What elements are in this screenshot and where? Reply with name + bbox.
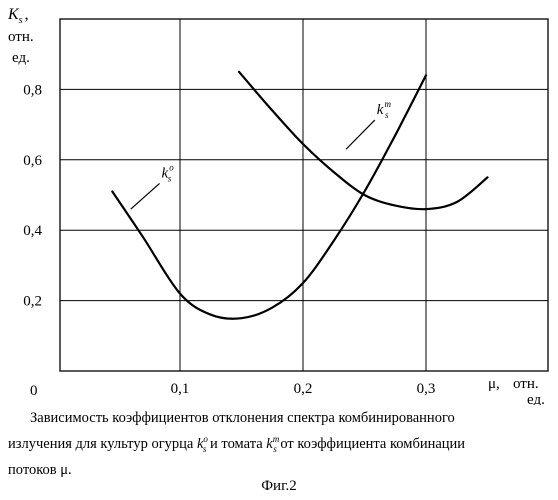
grid (60, 19, 548, 371)
y-axis-subscript: s (19, 15, 23, 26)
caption-k-m: kms (266, 436, 276, 452)
caption-text-2b: и томата (210, 436, 263, 452)
series-leader-tomato (346, 120, 375, 149)
y-tick-label: 0,2 (23, 294, 42, 310)
chart: kos kms 0,1 0,2 0,3 0,2 0,4 0,6 0,8 Ks, отн. ед… (0, 0, 558, 405)
y-tick-label: 0,4 (23, 223, 42, 239)
caption-line-1: Зависимость коэффициентов отклонения спе… (0, 408, 558, 429)
y-axis-unit-1: отн. (8, 29, 34, 45)
series-line-tomato (239, 72, 488, 209)
y-axis-title: Ks, (7, 6, 29, 26)
caption-line-2: излучения для культур огурца kos и томат… (0, 429, 558, 460)
caption-text-2c: от коэффициента комбинации (280, 436, 465, 452)
figure-caption: Зависимость коэффициентов отклонения спе… (0, 408, 558, 481)
x-axis-symbol: μ, (488, 376, 500, 392)
y-axis-suffix: , (25, 6, 29, 23)
origin-label: 0 (30, 383, 38, 399)
x-axis-unit-2: ед. (527, 392, 545, 405)
x-tick-label: 0,1 (171, 381, 190, 397)
x-tick-label: 0,3 (417, 381, 436, 397)
tick-labels: 0,1 0,2 0,3 0,2 0,4 0,6 0,8 (23, 82, 435, 397)
caption-k-o: kos (197, 436, 206, 452)
caption-text-2a: излучения для культур огурца (8, 436, 193, 452)
y-axis-unit-2: ед. (12, 50, 30, 66)
y-tick-label: 0,6 (23, 153, 42, 169)
y-tick-label: 0,8 (23, 82, 42, 98)
series-label-tomato: kms (377, 99, 392, 120)
x-tick-label: 0,2 (294, 381, 313, 397)
figure-label: Фиг.2 (0, 478, 558, 495)
series-layer: kos kms (112, 72, 487, 319)
series-leader-cucumber (131, 183, 160, 209)
series-label-cucumber: kos (162, 162, 175, 183)
x-axis-unit-1: отн. (513, 376, 539, 392)
plot-frame (60, 19, 548, 371)
